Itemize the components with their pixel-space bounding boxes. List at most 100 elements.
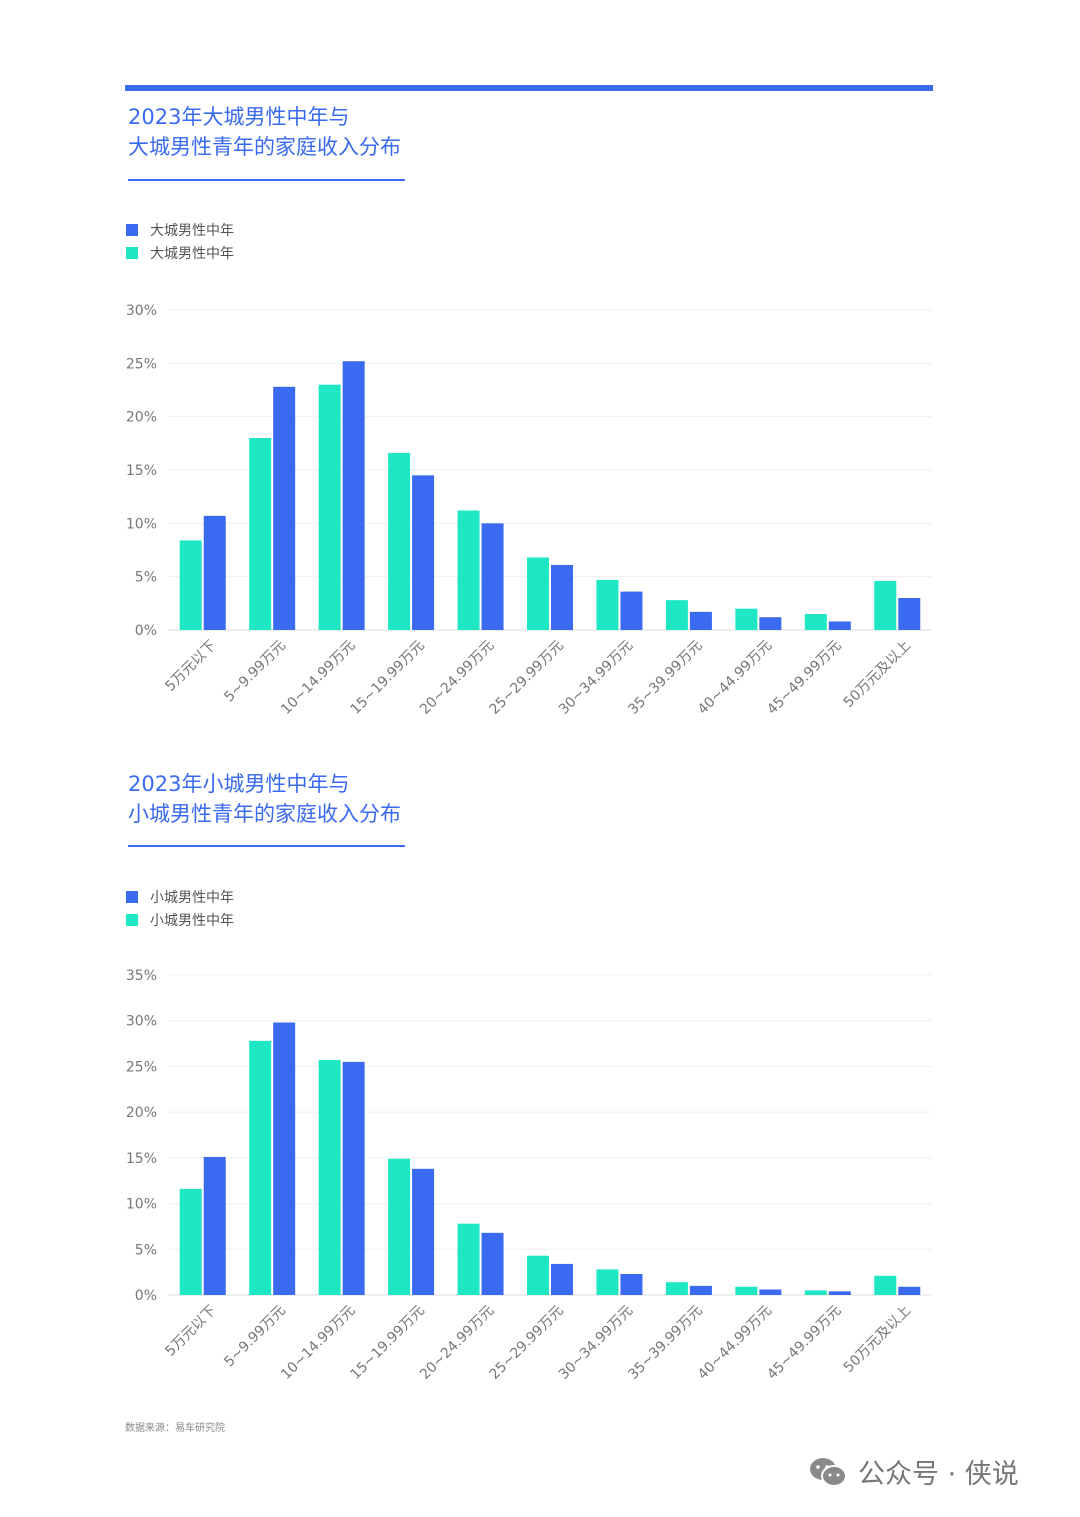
bar-teal [318, 1060, 341, 1295]
chart-2-title-line1: 2023年小城男性中年与 [128, 772, 350, 796]
bar-blue [898, 1286, 921, 1295]
bar-blue [551, 564, 573, 630]
chart-2-title: 2023年小城男性中年与 小城男性青年的家庭收入分布 [128, 769, 401, 829]
chart-1-title-rule [128, 179, 405, 181]
watermark: 公众号 · 侠说 [808, 1452, 1019, 1491]
chart-2-legend-item-teal: 小城男性中年 [126, 908, 234, 931]
bar-teal [665, 1282, 688, 1295]
x-tick-label: 50万元及以上 [841, 1303, 914, 1376]
bar-blue [203, 515, 226, 630]
x-tick-label: 20~24.99万元 [417, 1303, 497, 1383]
x-tick-label: 35~39.99万元 [625, 1303, 705, 1383]
chart-2-title-line2: 小城男性青年的家庭收入分布 [128, 802, 401, 826]
bar-teal [318, 384, 341, 630]
legend-label: 大城男性中年 [150, 222, 234, 239]
bar-teal [527, 1255, 549, 1295]
chart-2-legend-item-blue: 小城男性中年 [126, 885, 234, 908]
y-tick-label: 20% [126, 410, 157, 426]
x-tick-label: 30~34.99万元 [556, 1303, 636, 1383]
bar-blue [689, 1285, 712, 1295]
y-tick-label: 5% [135, 570, 157, 586]
bar-blue [273, 386, 296, 630]
x-tick-label: 10~14.99万元 [278, 638, 358, 718]
y-tick-label: 35% [126, 968, 157, 984]
legend-swatch-blue [126, 890, 138, 903]
bar-blue [620, 1273, 643, 1295]
y-tick-label: 30% [126, 1014, 157, 1030]
chart-1-title-line1: 2023年大城男性中年与 [128, 105, 350, 129]
x-tick-label: 10~14.99万元 [278, 1303, 358, 1383]
x-tick-label: 40~44.99万元 [695, 638, 775, 718]
legend-swatch-teal [126, 913, 138, 926]
x-tick-label: 25~29.99万元 [486, 638, 566, 718]
bar-teal [457, 1223, 480, 1295]
legend-label: 大城男性中年 [150, 245, 234, 262]
bar-blue [689, 611, 712, 630]
bar-teal [249, 1040, 272, 1295]
bar-blue [342, 361, 365, 630]
chart-1-plot: 0% 5% 10% 15% 20% 25% 30% 5万元以下 5~9.99万元10~14.99… [126, 303, 932, 718]
x-tick-label: 5~9.99万元 [221, 638, 289, 706]
bar-teal [249, 438, 272, 630]
bar-teal [457, 510, 480, 630]
bar-blue [828, 1291, 851, 1295]
bar-teal [735, 1286, 758, 1295]
chart-2-title-rule [128, 845, 405, 847]
x-tick-label: 25~29.99万元 [486, 1303, 566, 1383]
bar-blue [551, 1263, 573, 1295]
y-tick-label: 25% [126, 356, 157, 372]
y-tick-label: 15% [126, 1151, 157, 1167]
chart-1-legend-item-blue: 大城男性中年 [126, 218, 234, 241]
legend-swatch-teal [126, 246, 138, 259]
x-tick-label: 15~19.99万元 [348, 1303, 428, 1383]
y-tick-label: 0% [135, 1288, 157, 1304]
bar-teal [874, 1275, 897, 1295]
bar-blue [759, 1289, 782, 1295]
bar-blue [828, 621, 851, 630]
x-tick-label: 30~34.99万元 [556, 638, 636, 718]
bar-teal [179, 540, 202, 630]
x-tick-label: 5~9.99万元 [221, 1303, 289, 1371]
y-tick-label: 20% [126, 1105, 157, 1121]
x-tick-label: 15~19.99万元 [348, 638, 428, 718]
y-tick-label: 10% [126, 1197, 157, 1213]
x-tick-label: 40~44.99万元 [695, 1303, 775, 1383]
x-tick-label: 20~24.99万元 [417, 638, 497, 718]
y-tick-label: 5% [135, 1242, 157, 1258]
bar-teal [388, 452, 411, 630]
y-tick-label: 0% [135, 623, 157, 639]
legend-label: 小城男性中年 [150, 912, 234, 929]
bar-blue [273, 1022, 296, 1295]
chart-1-title: 2023年大城男性中年与 大城男性青年的家庭收入分布 [128, 102, 401, 162]
bar-teal [596, 579, 619, 630]
y-tick-label: 25% [126, 1059, 157, 1075]
wechat-icon [810, 1457, 847, 1487]
chart-2-legend: 小城男性中年 小城男性中年 [126, 885, 234, 931]
bar-blue [412, 1168, 435, 1295]
bar-blue [481, 1232, 504, 1295]
chart-2-plot: 0% 5% 10% 15% 20% 25% 30% 35% 5万元以下 5~9.99万元10~14… [126, 968, 932, 1383]
x-tick-label: 50万元及以上 [841, 638, 914, 711]
bar-blue [342, 1061, 365, 1295]
bar-blue [481, 523, 504, 630]
y-tick-label: 30% [126, 303, 157, 319]
bar-blue [759, 617, 782, 630]
bar-blue [412, 475, 435, 630]
y-tick-label: 15% [126, 463, 157, 479]
watermark-text: 公众号 · 侠说 [858, 1459, 1019, 1490]
bar-teal [596, 1269, 619, 1295]
bar-teal [665, 600, 688, 630]
y-tick-label: 10% [126, 516, 157, 532]
x-tick-label: 35~39.99万元 [625, 638, 705, 718]
x-tick-label: 45~49.99万元 [764, 638, 844, 718]
legend-swatch-blue [126, 223, 138, 236]
chart-1-legend-item-teal: 大城男性中年 [126, 241, 234, 264]
bar-blue [203, 1156, 226, 1295]
x-tick-label: 45~49.99万元 [764, 1303, 844, 1383]
bar-teal [874, 580, 897, 630]
bar-teal [804, 614, 827, 630]
header-accent-bar [125, 85, 933, 91]
bar-teal [179, 1188, 202, 1295]
x-tick-label: 5万元以下 [162, 638, 219, 695]
bar-teal [527, 557, 549, 630]
